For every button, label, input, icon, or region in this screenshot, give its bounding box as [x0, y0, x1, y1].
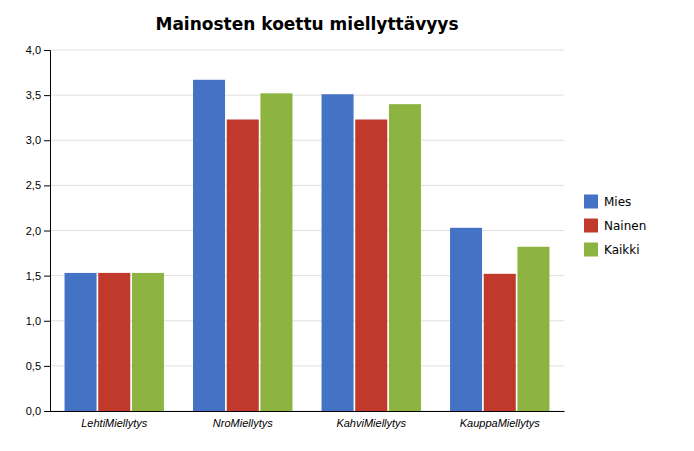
bar: [227, 119, 259, 411]
tick-label: 0,0: [26, 405, 41, 417]
bar-series: [65, 80, 483, 411]
tick: 0,5: [26, 360, 50, 372]
tick-mark: [44, 140, 50, 141]
bar: [322, 94, 354, 411]
tick-label: 3,0: [26, 134, 41, 146]
tick: 1,5: [26, 270, 50, 282]
tick-label: KahviMiellytys: [336, 417, 406, 429]
tick: 2,5: [26, 179, 50, 191]
tick-mark: [44, 411, 50, 412]
bar: [260, 93, 292, 411]
tick: 0,0: [26, 405, 50, 417]
tick-mark: [44, 185, 50, 186]
tick-label: 2,5: [26, 179, 41, 191]
legend: Mies Nainen Kaikki: [584, 195, 646, 257]
x-axis: LehtiMiellytys NroMiellytys KahviMiellytys…: [51, 411, 565, 429]
tick: LehtiMiellytys: [81, 411, 148, 429]
tick-label: 0,5: [26, 360, 41, 372]
tick-mark: [44, 50, 50, 51]
plot: 0,0 0,5 1,0 1,5 2,0 2,5 3,0 3,5 4,0 LehtiMiellyty…: [26, 44, 565, 429]
tick-label: 2,0: [26, 225, 41, 237]
axis-line: [51, 411, 565, 412]
legend-swatch: [584, 195, 598, 209]
title: Mainosten koettu miellyttävyys: [155, 14, 458, 34]
tick: KahviMiellytys: [336, 411, 406, 429]
tick-label: NroMiellytys: [213, 417, 273, 429]
bar: [98, 273, 130, 411]
legend-item: Mies: [584, 195, 631, 209]
tick-label: 1,0: [26, 315, 41, 327]
tick-label: 4,0: [26, 44, 41, 56]
bar: [355, 119, 387, 411]
tick-mark: [44, 321, 50, 322]
tick: NroMiellytys: [213, 411, 273, 429]
bar-series: [132, 93, 550, 411]
tick-label: KauppaMiellytys: [460, 417, 541, 429]
grid-line: [50, 185, 564, 186]
bar: [484, 274, 516, 411]
bar: [517, 247, 549, 411]
tick-label: LehtiMiellytys: [81, 417, 148, 429]
grid: [50, 50, 564, 411]
tick: 1,0: [26, 315, 50, 327]
axis-line: [44, 51, 51, 412]
tick: 3,0: [26, 134, 50, 146]
grid-line: [50, 50, 564, 51]
legend-swatch: [584, 219, 598, 233]
tick: 3,5: [26, 89, 50, 101]
bar: [450, 228, 482, 411]
tick: 2,0: [26, 225, 50, 237]
tick-mark: [44, 276, 50, 277]
bar: [389, 104, 421, 411]
tick: KauppaMiellytys: [460, 411, 541, 429]
legend-label: Mies: [604, 195, 631, 209]
grid-line: [50, 95, 564, 96]
y-axis: 0,0 0,5 1,0 1,5 2,0 2,5 3,0 3,5 4,0: [26, 44, 51, 417]
bar: [132, 273, 164, 411]
tick-mark: [44, 366, 50, 367]
legend-swatch: [584, 243, 598, 257]
legend-label: Nainen: [604, 219, 646, 233]
tick-label: 1,5: [26, 270, 41, 282]
grid-line: [50, 230, 564, 231]
bar: [65, 273, 97, 411]
tick-mark: [44, 231, 50, 232]
bar-series: [98, 119, 516, 411]
bars: [65, 80, 550, 411]
legend-item: Kaikki: [584, 243, 640, 257]
bar: [193, 80, 225, 411]
tick-label: 3,5: [26, 89, 41, 101]
tick-mark: [44, 95, 50, 96]
legend-item: Nainen: [584, 219, 646, 233]
tick: 4,0: [26, 44, 50, 56]
legend-label: Kaikki: [604, 243, 640, 257]
chart: 0,0 0,5 1,0 1,5 2,0 2,5 3,0 3,5 4,0 LehtiMiellyty…: [0, 0, 694, 451]
grid-line: [50, 140, 564, 141]
